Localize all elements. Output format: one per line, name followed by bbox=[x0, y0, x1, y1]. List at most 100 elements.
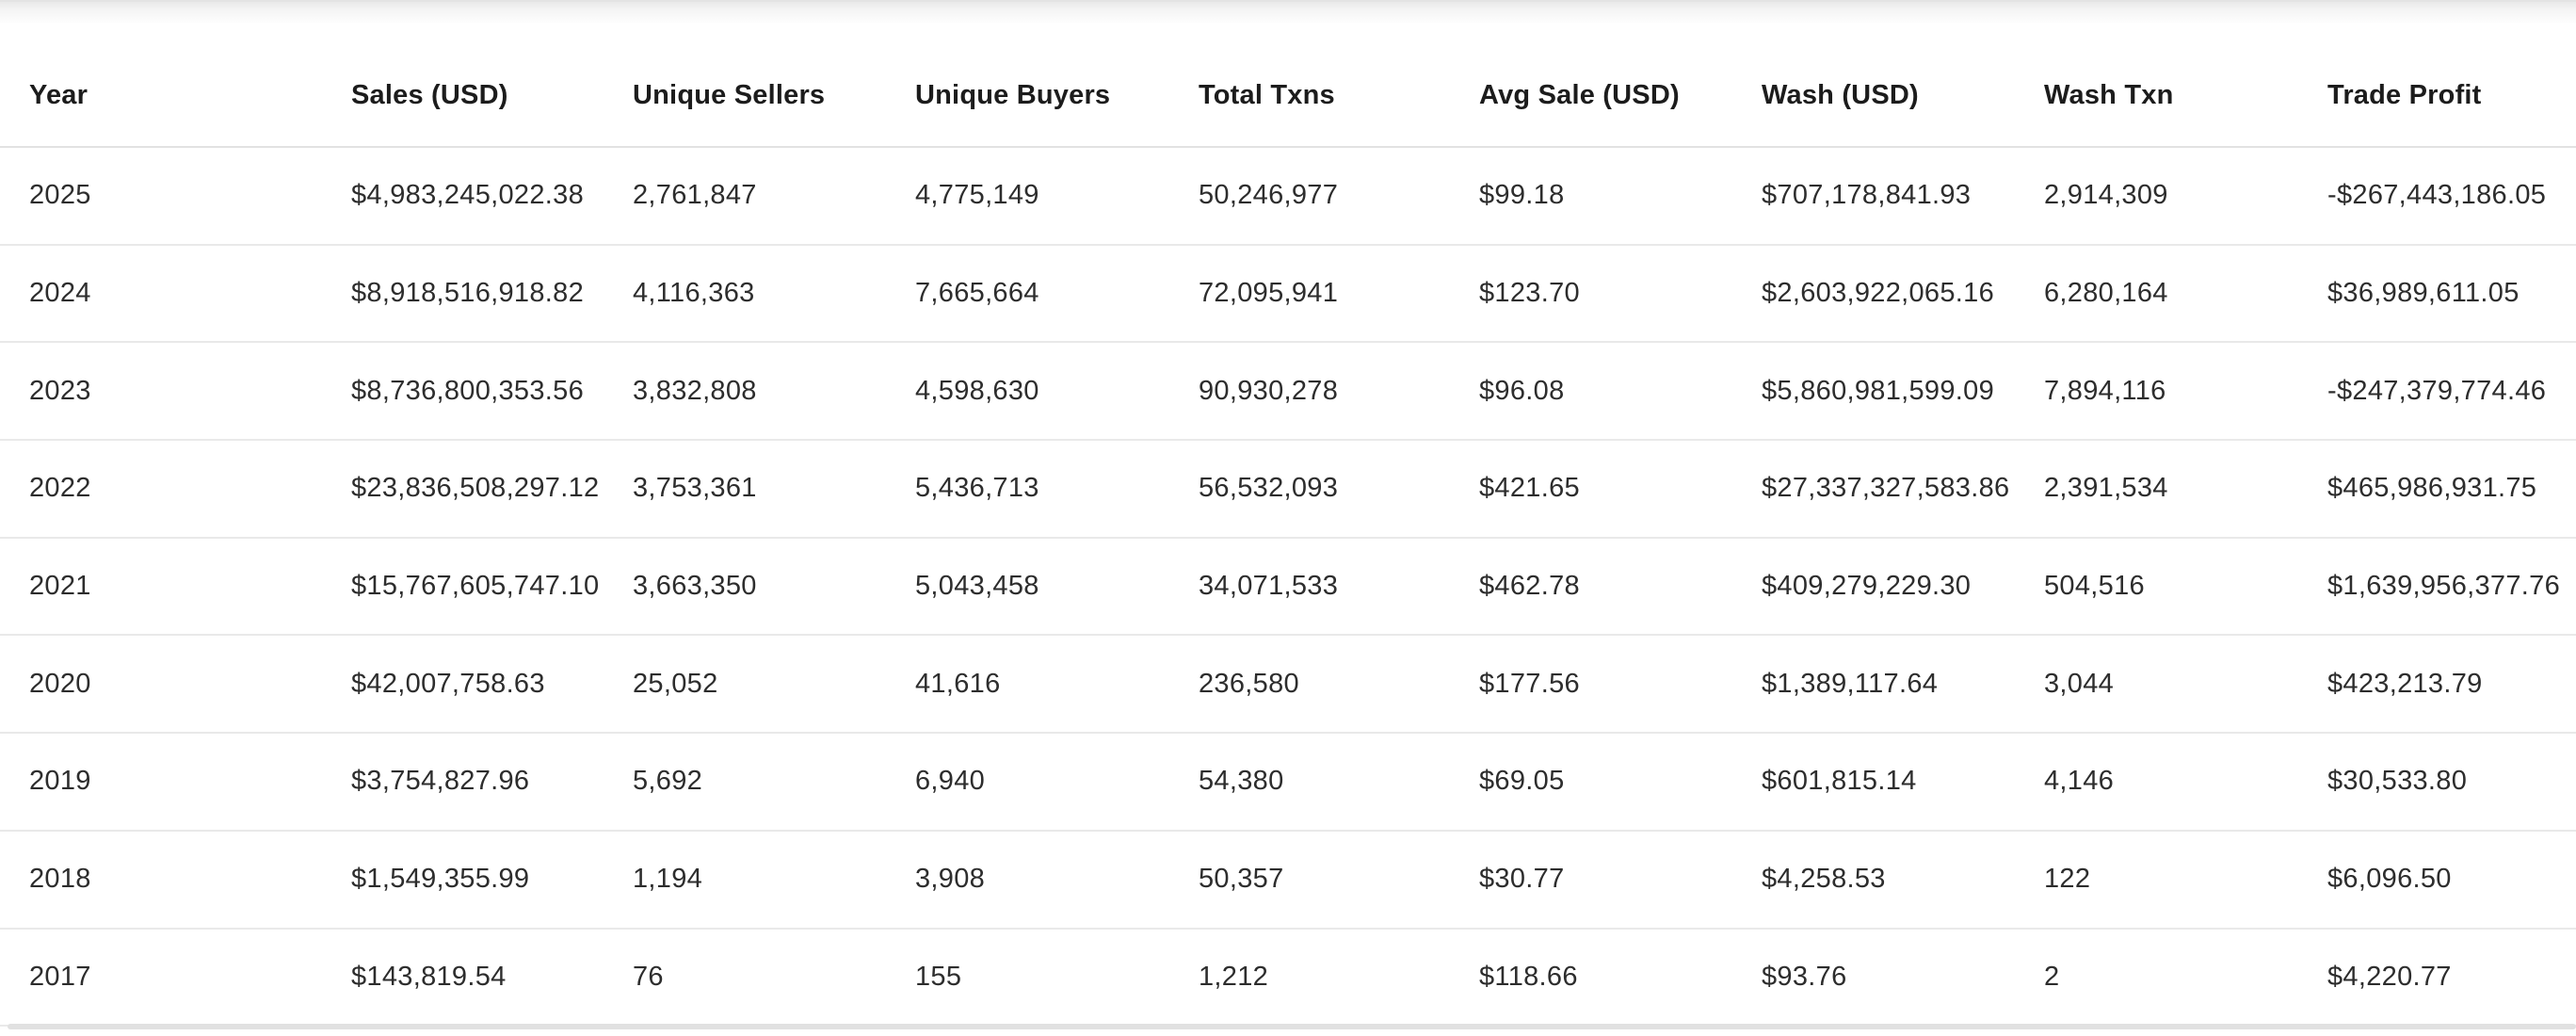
cell-unique_buyers: 155 bbox=[915, 961, 962, 992]
table-row-2020: 2020 $42,007,758.63 25,052 41,616 236,580 $17… bbox=[0, 636, 2576, 735]
cell-unique_buyers: 4,598,630 bbox=[915, 375, 1039, 406]
horizontal-scrollbar[interactable] bbox=[8, 1024, 2576, 1029]
cell-sales_usd: $23,836,508,297.12 bbox=[351, 473, 600, 504]
cell-total_txns: 50,357 bbox=[1199, 864, 1284, 895]
cell-avg_sale_usd: $30.77 bbox=[1479, 864, 1565, 895]
cell-unique_sellers: 2,761,847 bbox=[633, 180, 757, 211]
column-header-unique_sellers: Unique Sellers bbox=[633, 80, 826, 110]
cell-wash_usd: $4,258.53 bbox=[1762, 864, 1886, 895]
cell-trade_profit: $423,213.79 bbox=[2327, 668, 2483, 699]
cell-wash_txn: 6,280,164 bbox=[2044, 278, 2168, 309]
table-row-2021: 2021 $15,767,605,747.10 3,663,350 5,043,458… bbox=[0, 539, 2576, 637]
column-header-sales_usd: Sales (USD) bbox=[351, 80, 508, 110]
cell-unique_buyers: 7,665,664 bbox=[915, 278, 1039, 309]
cell-unique_sellers: 25,052 bbox=[633, 668, 718, 699]
column-header-wash_txn: Wash Txn bbox=[2044, 80, 2174, 110]
table-row-2022: 2022 $23,836,508,297.12 3,753,361 5,436,713… bbox=[0, 441, 2576, 539]
cell-avg_sale_usd: $462.78 bbox=[1479, 571, 1580, 602]
table-body: 2025 $4,983,245,022.38 2,761,847 4,775,149 5… bbox=[0, 148, 2576, 1028]
cell-avg_sale_usd: $421.65 bbox=[1479, 473, 1580, 504]
cell-trade_profit: $4,220.77 bbox=[2327, 961, 2452, 992]
cell-unique_sellers: 76 bbox=[633, 961, 664, 992]
cell-year: 2017 bbox=[29, 961, 91, 992]
cell-unique_buyers: 5,436,713 bbox=[915, 473, 1039, 504]
column-header-trade_profit: Trade Profit bbox=[2327, 80, 2482, 110]
table-row-2017: 2017 $143,819.54 76 155 1,212 $118.66 $93.76 2 $… bbox=[0, 930, 2576, 1028]
cell-unique_sellers: 3,663,350 bbox=[633, 571, 757, 602]
cell-avg_sale_usd: $96.08 bbox=[1479, 375, 1565, 406]
table-row-2024: 2024 $8,918,516,918.82 4,116,363 7,665,664 7… bbox=[0, 246, 2576, 344]
cell-sales_usd: $42,007,758.63 bbox=[351, 668, 545, 699]
cell-total_txns: 50,246,977 bbox=[1199, 180, 1339, 211]
cell-total_txns: 34,071,533 bbox=[1199, 571, 1339, 602]
cell-wash_txn: 3,044 bbox=[2044, 668, 2115, 699]
cell-year: 2024 bbox=[29, 278, 91, 309]
cell-sales_usd: $1,549,355.99 bbox=[351, 864, 530, 895]
cell-unique_buyers: 3,908 bbox=[915, 864, 986, 895]
cell-avg_sale_usd: $123.70 bbox=[1479, 278, 1580, 309]
cell-trade_profit: $36,989,611.05 bbox=[2327, 278, 2520, 309]
column-header-year: Year bbox=[29, 80, 89, 110]
table-row-2023: 2023 $8,736,800,353.56 3,832,808 4,598,630 9… bbox=[0, 343, 2576, 442]
cell-avg_sale_usd: $177.56 bbox=[1479, 668, 1580, 699]
cell-wash_usd: $5,860,981,599.09 bbox=[1762, 375, 1994, 406]
cell-year: 2020 bbox=[29, 668, 91, 699]
cell-wash_usd: $93.76 bbox=[1762, 961, 1847, 992]
cell-total_txns: 56,532,093 bbox=[1199, 473, 1339, 504]
cell-year: 2019 bbox=[29, 766, 91, 797]
cell-wash_txn: 2 bbox=[2044, 961, 2060, 992]
cell-unique_buyers: 4,775,149 bbox=[915, 180, 1039, 211]
cell-total_txns: 90,930,278 bbox=[1199, 375, 1339, 406]
cell-unique_sellers: 1,194 bbox=[633, 864, 703, 895]
cell-year: 2025 bbox=[29, 180, 91, 211]
column-header-avg_sale_usd: Avg Sale (USD) bbox=[1479, 80, 1680, 110]
cell-avg_sale_usd: $69.05 bbox=[1479, 766, 1565, 797]
cell-year: 2018 bbox=[29, 864, 91, 895]
cell-year: 2021 bbox=[29, 571, 91, 602]
cell-total_txns: 72,095,941 bbox=[1199, 278, 1339, 309]
cell-trade_profit: $465,986,931.75 bbox=[2327, 473, 2537, 504]
cell-unique_sellers: 3,832,808 bbox=[633, 375, 757, 406]
cell-wash_usd: $707,178,841.93 bbox=[1762, 180, 1972, 211]
cell-sales_usd: $8,736,800,353.56 bbox=[351, 375, 584, 406]
cell-trade_profit: $30,533.80 bbox=[2327, 766, 2468, 797]
cell-sales_usd: $8,918,516,918.82 bbox=[351, 278, 584, 309]
cell-wash_txn: 504,516 bbox=[2044, 571, 2145, 602]
cell-wash_usd: $1,389,117.64 bbox=[1762, 668, 1939, 699]
cell-wash_txn: 2,391,534 bbox=[2044, 473, 2168, 504]
cell-wash_usd: $2,603,922,065.16 bbox=[1762, 278, 1994, 309]
cell-trade_profit: -$247,379,774.46 bbox=[2327, 375, 2547, 406]
cell-wash_usd: $409,279,229.30 bbox=[1762, 571, 1972, 602]
cell-unique_sellers: 5,692 bbox=[633, 766, 703, 797]
cell-sales_usd: $143,819.54 bbox=[351, 961, 507, 992]
column-header-unique_buyers: Unique Buyers bbox=[915, 80, 1111, 110]
table-row-2018: 2018 $1,549,355.99 1,194 3,908 50,357 $30.77 $… bbox=[0, 832, 2576, 930]
table-row-2019: 2019 $3,754,827.96 5,692 6,940 54,380 $69.05 $… bbox=[0, 734, 2576, 832]
cell-total_txns: 236,580 bbox=[1199, 668, 1299, 699]
cell-total_txns: 1,212 bbox=[1199, 961, 1269, 992]
cell-year: 2023 bbox=[29, 375, 91, 406]
cell-unique_sellers: 3,753,361 bbox=[633, 473, 757, 504]
cell-trade_profit: -$267,443,186.05 bbox=[2327, 180, 2547, 211]
cell-trade_profit: $1,639,956,377.76 bbox=[2327, 571, 2560, 602]
cell-trade_profit: $6,096.50 bbox=[2327, 864, 2452, 895]
cell-wash_usd: $27,337,327,583.86 bbox=[1762, 473, 2010, 504]
cell-year: 2022 bbox=[29, 473, 91, 504]
cell-sales_usd: $15,767,605,747.10 bbox=[351, 571, 600, 602]
table-row-2025: 2025 $4,983,245,022.38 2,761,847 4,775,149 5… bbox=[0, 148, 2576, 246]
cell-sales_usd: $4,983,245,022.38 bbox=[351, 180, 584, 211]
cell-wash_txn: 4,146 bbox=[2044, 766, 2115, 797]
cell-wash_txn: 7,894,116 bbox=[2044, 375, 2166, 406]
cell-avg_sale_usd: $118.66 bbox=[1479, 961, 1578, 992]
cell-unique_sellers: 4,116,363 bbox=[633, 278, 755, 309]
cell-wash_txn: 122 bbox=[2044, 864, 2091, 895]
cell-wash_txn: 2,914,309 bbox=[2044, 180, 2168, 211]
cell-avg_sale_usd: $99.18 bbox=[1479, 180, 1565, 211]
cell-unique_buyers: 41,616 bbox=[915, 668, 1001, 699]
cell-sales_usd: $3,754,827.96 bbox=[351, 766, 530, 797]
column-header-total_txns: Total Txns bbox=[1199, 80, 1335, 110]
cell-total_txns: 54,380 bbox=[1199, 766, 1284, 797]
cell-unique_buyers: 6,940 bbox=[915, 766, 986, 797]
cell-unique_buyers: 5,043,458 bbox=[915, 571, 1039, 602]
